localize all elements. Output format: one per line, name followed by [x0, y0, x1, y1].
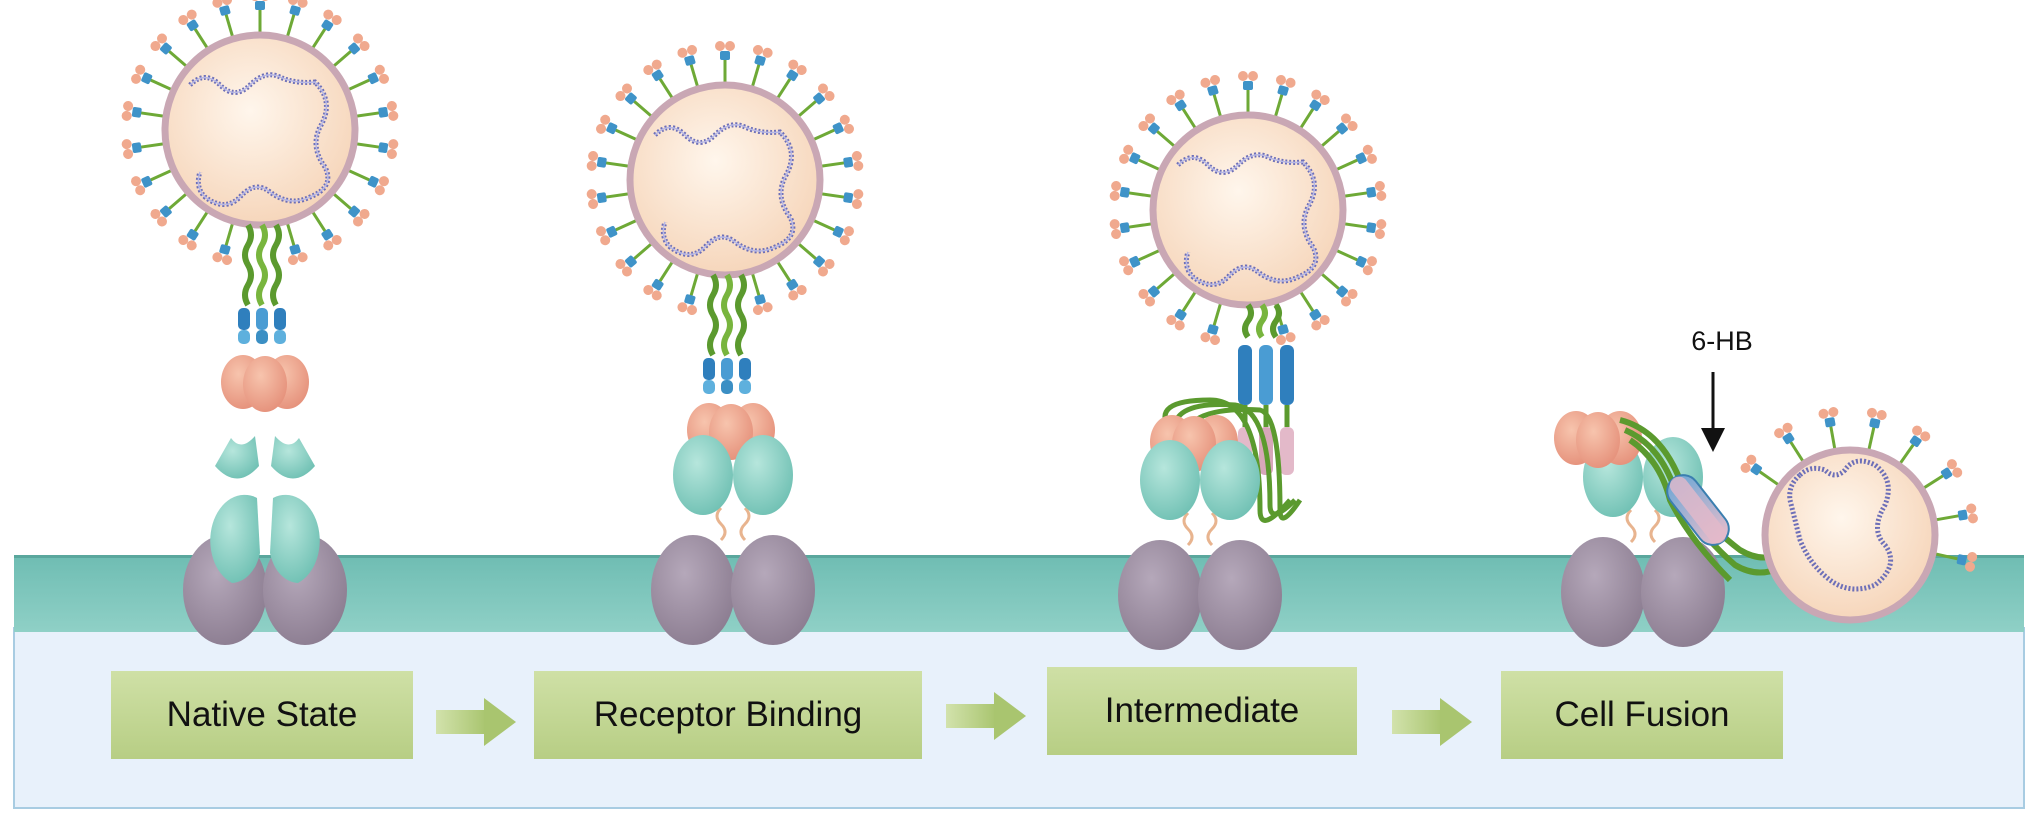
fused-virion: [1737, 404, 1981, 624]
down-arrow: [1701, 372, 1725, 452]
stage-label-intermediate: Intermediate: [1047, 667, 1357, 755]
surface-spike-icon: [713, 39, 737, 87]
surface-spike-icon: [1339, 212, 1389, 242]
flow-arrow-2: [946, 692, 1026, 740]
surface-spike-icon: [119, 132, 169, 162]
surface-spike-icon: [584, 182, 634, 212]
surface-spike-icon: [351, 98, 401, 128]
helix-region: [238, 308, 286, 344]
surface-spike-icon: [816, 182, 866, 212]
surface-spike-icon: [1339, 178, 1389, 208]
surface-spike-icon: [1816, 404, 1847, 455]
spike-stalk: [1242, 303, 1282, 339]
surface-spike-icon: [1930, 501, 1981, 532]
spike-stalk: [710, 275, 744, 355]
rbd-trimer: [221, 355, 309, 412]
virion: [119, 0, 401, 268]
flow-arrow-1: [436, 698, 516, 746]
surface-spike-icon: [1107, 178, 1157, 208]
cell-membrane-top-line: [14, 555, 2024, 558]
stage-native: [119, 0, 401, 647]
six-helix-bundle: [1666, 474, 1730, 546]
rbd-trimer: [1554, 411, 1642, 468]
virion: [1107, 69, 1389, 348]
host-receptor: [1116, 440, 1284, 652]
surface-spike-icon: [1236, 69, 1260, 117]
surface-spike-icon: [584, 148, 634, 178]
surface-spike-icon: [816, 148, 866, 178]
six-helix-bundle-label: 6-HB: [1691, 326, 1753, 356]
helix-region: [703, 358, 751, 394]
host-receptor: [181, 436, 349, 647]
stage-cell-fusion: [1554, 372, 1981, 649]
surface-spike-icon: [248, 0, 272, 37]
stage-receptor-binding: [584, 39, 866, 647]
stage-label-native: Native State: [111, 671, 413, 759]
surface-spike-icon: [1857, 405, 1890, 456]
extended-helices: [1238, 345, 1294, 475]
virion: [584, 39, 866, 318]
surface-spike-icon: [1107, 212, 1157, 242]
stage-intermediate: [1107, 69, 1389, 652]
host-receptor: [649, 435, 817, 647]
flow-arrow-3: [1392, 698, 1472, 746]
surface-spike-icon: [351, 132, 401, 162]
spike-stalk: [245, 225, 279, 305]
stage-label-receptor-binding: Receptor Binding: [534, 671, 922, 759]
stage-label-cell-fusion: Cell Fusion: [1501, 671, 1783, 759]
surface-spike-icon: [119, 98, 169, 128]
